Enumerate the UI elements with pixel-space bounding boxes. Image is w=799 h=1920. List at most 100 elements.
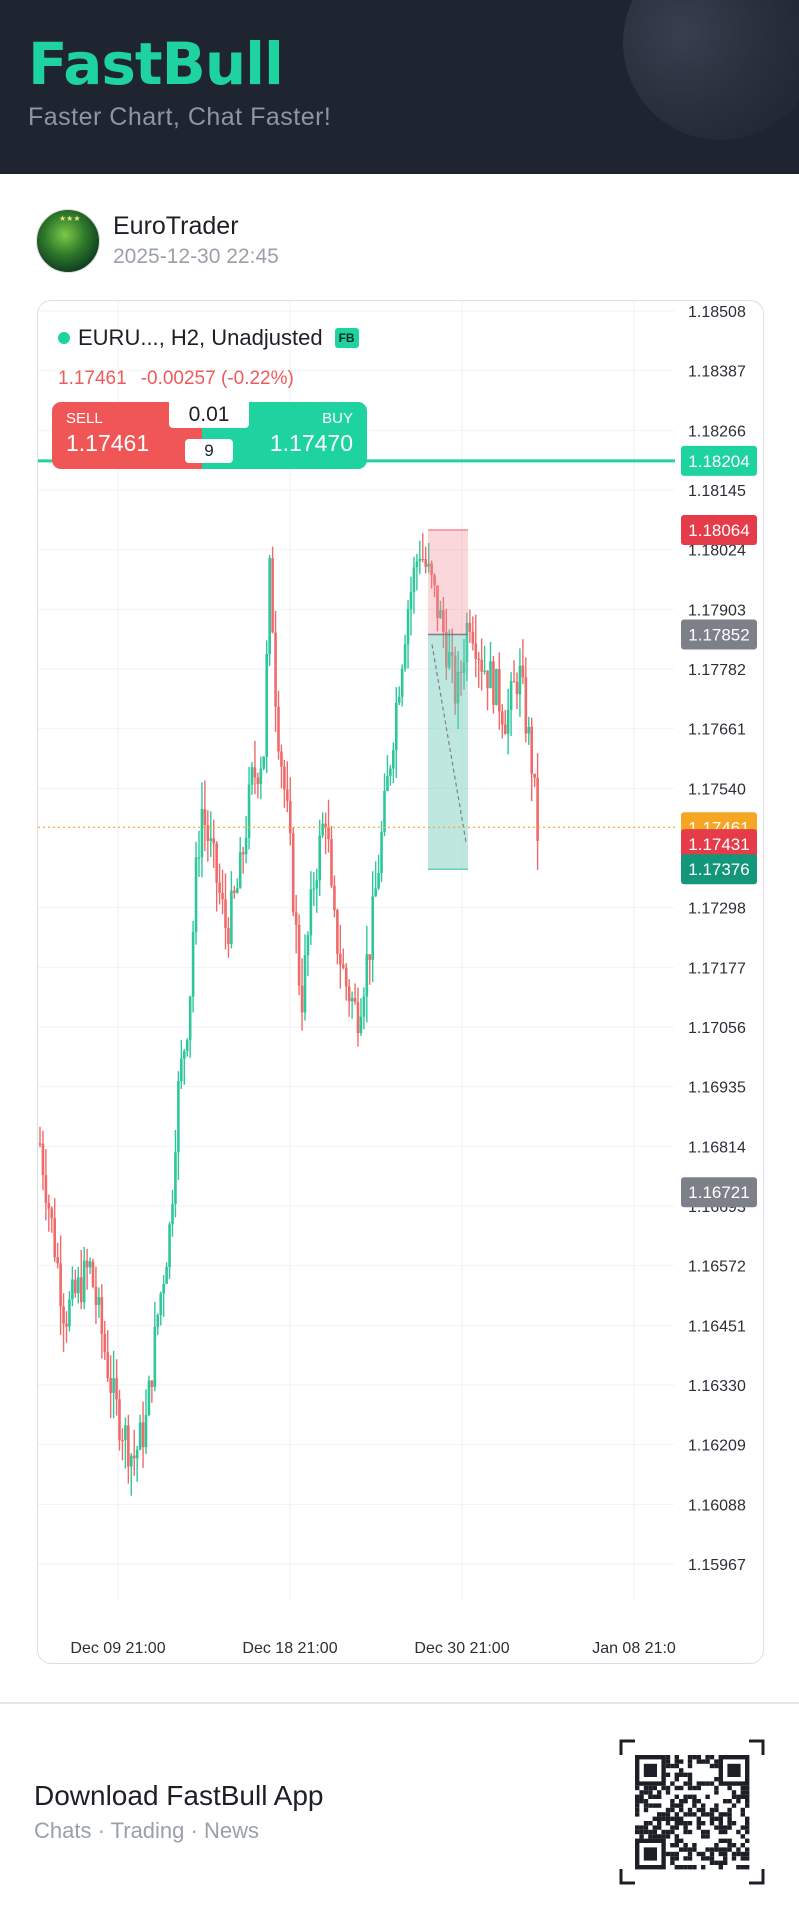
qr-module xyxy=(643,1799,649,1804)
qr-module xyxy=(727,1847,732,1852)
price-tag-label: 1.17376 xyxy=(688,860,749,879)
qr-module xyxy=(701,1759,706,1764)
qr-module xyxy=(692,1803,697,1808)
qr-module xyxy=(705,1847,710,1852)
candle-body xyxy=(132,1455,136,1459)
price-tag-bg xyxy=(681,854,757,885)
author-name[interactable]: EuroTrader xyxy=(113,212,239,240)
price-tag-marker: 1.16721 xyxy=(681,1177,757,1208)
qr-module xyxy=(674,1856,679,1861)
y-tick-label: 1.17177 xyxy=(688,960,746,977)
candle-body xyxy=(203,809,207,825)
qr-module xyxy=(714,1759,719,1764)
candle-body xyxy=(194,857,198,933)
qr-module xyxy=(674,1821,679,1826)
qr-module xyxy=(723,1856,728,1861)
candle-body xyxy=(403,644,407,669)
qr-module xyxy=(679,1772,684,1777)
qr-module xyxy=(683,1843,688,1848)
qr-code-icon[interactable] xyxy=(619,1739,765,1885)
market-open-dot-icon xyxy=(58,332,70,344)
candle-body xyxy=(536,777,539,841)
candle-body xyxy=(445,631,448,668)
candle-body xyxy=(185,1040,189,1052)
qr-module xyxy=(709,1851,715,1857)
qr-module xyxy=(687,1821,693,1826)
qr-module xyxy=(709,1755,715,1760)
candle-body xyxy=(200,809,204,858)
symbol-name[interactable]: EURU... xyxy=(78,325,159,350)
lot-size-input[interactable]: 0.01 xyxy=(169,402,249,428)
qr-module xyxy=(648,1821,653,1826)
price-tag-label: 1.16721 xyxy=(688,1183,749,1202)
candle-body xyxy=(221,892,224,900)
candle-body xyxy=(274,632,277,707)
candle-body xyxy=(300,985,304,1013)
y-tick-label: 1.17298 xyxy=(688,901,746,918)
qr-module xyxy=(665,1834,671,1839)
download-title[interactable]: Download FastBull App xyxy=(34,1780,324,1811)
qr-module xyxy=(740,1851,745,1857)
candle-body xyxy=(480,659,483,672)
y-tick-label: 1.18266 xyxy=(688,423,746,440)
candle-body xyxy=(141,1422,145,1448)
candle-body xyxy=(233,890,236,893)
y-tick-label: 1.16451 xyxy=(688,1318,746,1335)
qr-module xyxy=(687,1856,693,1861)
candle-body xyxy=(118,1399,121,1440)
candle-body xyxy=(44,1175,48,1203)
candle-body xyxy=(347,986,351,1002)
candle-body xyxy=(400,668,404,697)
qr-module xyxy=(701,1821,706,1826)
price-tag-horizontal-line: 1.18204 xyxy=(681,445,757,476)
qr-module xyxy=(709,1781,715,1786)
qr-frame xyxy=(619,1739,765,1885)
qr-module xyxy=(652,1816,657,1821)
qr-module xyxy=(635,1825,640,1830)
price-change: -0.00257 (-0.22%) xyxy=(140,368,294,389)
y-tick-label: 1.16572 xyxy=(688,1259,746,1276)
qr-module xyxy=(643,1821,649,1826)
candle-body xyxy=(138,1422,142,1450)
candle-body xyxy=(321,823,324,836)
candle-body xyxy=(436,585,439,619)
candle-body xyxy=(389,768,392,776)
qr-module xyxy=(648,1803,653,1808)
qr-module xyxy=(679,1816,684,1821)
qr-module xyxy=(679,1803,684,1808)
qr-module xyxy=(648,1834,653,1839)
price-tag-stop-loss: 1.18064 xyxy=(681,514,757,545)
candle-body xyxy=(268,558,271,654)
price-tag-bg xyxy=(681,445,757,476)
qr-module xyxy=(714,1785,719,1791)
qr-module xyxy=(740,1843,745,1848)
qr-module xyxy=(727,1816,732,1821)
qr-module xyxy=(714,1807,719,1813)
qr-module xyxy=(657,1834,662,1839)
qr-module xyxy=(648,1794,653,1799)
qr-module xyxy=(657,1803,662,1808)
candle-body xyxy=(498,669,501,712)
avatar[interactable]: ★★★ xyxy=(36,209,100,273)
qr-module xyxy=(714,1825,719,1830)
candle-body xyxy=(344,967,348,987)
qr-module xyxy=(740,1825,745,1830)
qr-module xyxy=(657,1825,662,1830)
qr-module xyxy=(639,1790,644,1795)
price-tag-entry: 1.17852 xyxy=(681,619,757,650)
candle-body xyxy=(371,896,375,960)
candle-body xyxy=(62,1306,65,1324)
qr-module xyxy=(648,1790,653,1795)
chart-card[interactable]: 1.18508 1.18387 1.18266 1.18145 1.18024 1.179… xyxy=(37,300,764,1664)
post-timestamp: 2025-12-30 22:45 xyxy=(113,245,279,268)
qr-module xyxy=(745,1856,750,1861)
y-tick-label: 1.17661 xyxy=(688,722,746,739)
qr-module xyxy=(639,1825,644,1830)
price-tag-bg xyxy=(681,514,757,545)
candlestick-chart[interactable]: 1.18508 1.18387 1.18266 1.18145 1.18024 1.179… xyxy=(38,301,763,1663)
y-tick-label: 1.16209 xyxy=(688,1438,746,1455)
candle-body xyxy=(265,653,269,757)
tagline: Faster Chart, Chat Faster! xyxy=(28,103,332,131)
candle-body xyxy=(489,661,492,689)
qr-module xyxy=(683,1772,688,1777)
